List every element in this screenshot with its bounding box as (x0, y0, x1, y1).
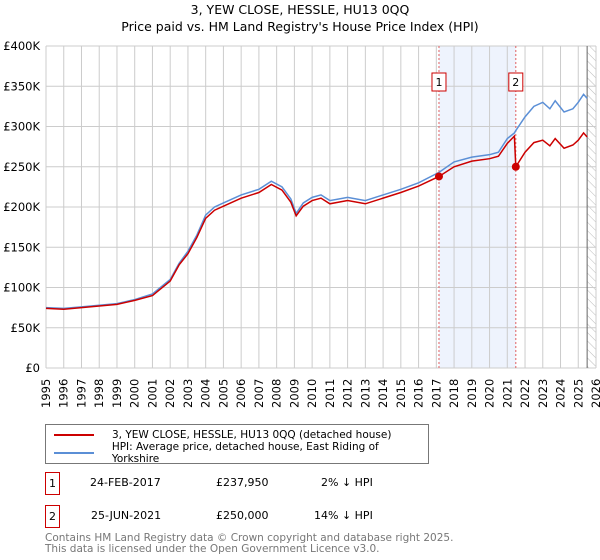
legend-item-property: 3, YEW CLOSE, HESSLE, HU13 0QQ (detached… (54, 427, 391, 443)
x-tick-label: 2018 (447, 379, 461, 408)
legend-swatch-blue (54, 452, 94, 454)
y-tick-label: £0 (25, 361, 40, 375)
x-tick-label: 2017 (429, 379, 443, 408)
x-tick-label: 2025 (571, 379, 585, 408)
sale-date: 24-FEB-2017 (90, 476, 161, 489)
x-tick-label: 2006 (234, 379, 248, 408)
sale-marker-badge: 1 (45, 472, 60, 495)
x-tick-label: 2003 (181, 379, 195, 408)
sale-marker-box (431, 72, 447, 92)
sale-marker-badge: 2 (45, 505, 60, 528)
x-tick-label: 2012 (341, 379, 355, 408)
legend-label: 3, YEW CLOSE, HESSLE, HU13 0QQ (detached… (112, 429, 392, 441)
x-tick-label: 2008 (270, 379, 284, 408)
y-tick-label: £300K (3, 120, 40, 134)
x-tick-label: 2001 (145, 379, 159, 408)
sale-hpi-diff: 2% ↓ HPI (321, 476, 373, 489)
sale-point (434, 172, 443, 181)
x-tick-label: 2020 (483, 379, 497, 408)
y-tick-label: £50K (11, 321, 41, 335)
chart-subtitle: Price paid vs. HM Land Registry's House … (121, 19, 479, 34)
x-tick-label: 2004 (199, 379, 213, 408)
sale-price: £237,950 (216, 476, 269, 489)
sale-hpi-diff: 14% ↓ HPI (314, 509, 373, 522)
x-tick-label: 1995 (39, 379, 53, 408)
x-tick-label: 1996 (57, 379, 71, 408)
y-tick-label: £400K (3, 39, 40, 53)
footer-line: This data is licensed under the Open Gov… (45, 543, 380, 555)
x-tick-label: 1997 (74, 379, 88, 408)
legend: 3, YEW CLOSE, HESSLE, HU13 0QQ (detached… (45, 424, 429, 465)
series-line-hpi (45, 93, 588, 310)
sale-marker-label: 2 (512, 76, 519, 89)
y-tick-label: £150K (3, 240, 40, 254)
x-tick-label: 2011 (323, 379, 337, 408)
series-line-property (45, 131, 588, 310)
legend-label: HPI: Average price, detached house, East… (111, 441, 379, 465)
x-tick-label: 2022 (518, 379, 532, 408)
x-tick-label: 2016 (412, 379, 426, 408)
y-tick-label: £350K (3, 79, 40, 93)
x-tick-label: 1998 (92, 379, 106, 408)
sale-marker-box (508, 72, 524, 92)
y-tick-label: £250K (3, 160, 40, 174)
sale-point (511, 162, 520, 171)
y-tick-label: £100K (3, 281, 40, 295)
x-tick-label: 1999 (110, 379, 124, 408)
legend-swatch-red (54, 434, 94, 436)
price-chart: 1995 1996 1997 1998 1999 2000 2001 2002 2003 2004… (3, 39, 600, 408)
x-tick-label: 2005 (216, 379, 230, 408)
sale-price: £250,000 (216, 509, 269, 522)
chart-title: 3, YEW CLOSE, HESSLE, HU13 0QQ (190, 2, 410, 17)
x-tick-label: 2009 (287, 379, 301, 408)
legend-item-hpi: HPI: Average price, detached house, East… (54, 441, 428, 465)
footer: Contains HM Land Registry data © Crown c… (45, 533, 453, 555)
x-tick-label: 2019 (465, 379, 479, 408)
x-tick-label: 2013 (358, 379, 372, 408)
sale-marker-label: 1 (435, 76, 442, 89)
x-tick-label: 2002 (163, 379, 177, 408)
x-tick-label: 2026 (589, 379, 600, 408)
x-tick-label: 2000 (128, 379, 142, 408)
sale-date: 25-JUN-2021 (91, 509, 162, 522)
x-tick-label: 2010 (305, 379, 319, 408)
footer-line: Contains HM Land Registry data © Crown c… (45, 532, 454, 544)
x-tick-label: 2014 (376, 379, 390, 408)
x-tick-label: 2023 (536, 379, 550, 408)
x-tick-label: 2007 (252, 379, 266, 408)
x-tick-label: 2024 (554, 379, 568, 408)
x-tick-label: 2015 (394, 379, 408, 408)
x-tick-label: 2021 (500, 379, 514, 408)
y-tick-label: £200K (3, 200, 40, 214)
